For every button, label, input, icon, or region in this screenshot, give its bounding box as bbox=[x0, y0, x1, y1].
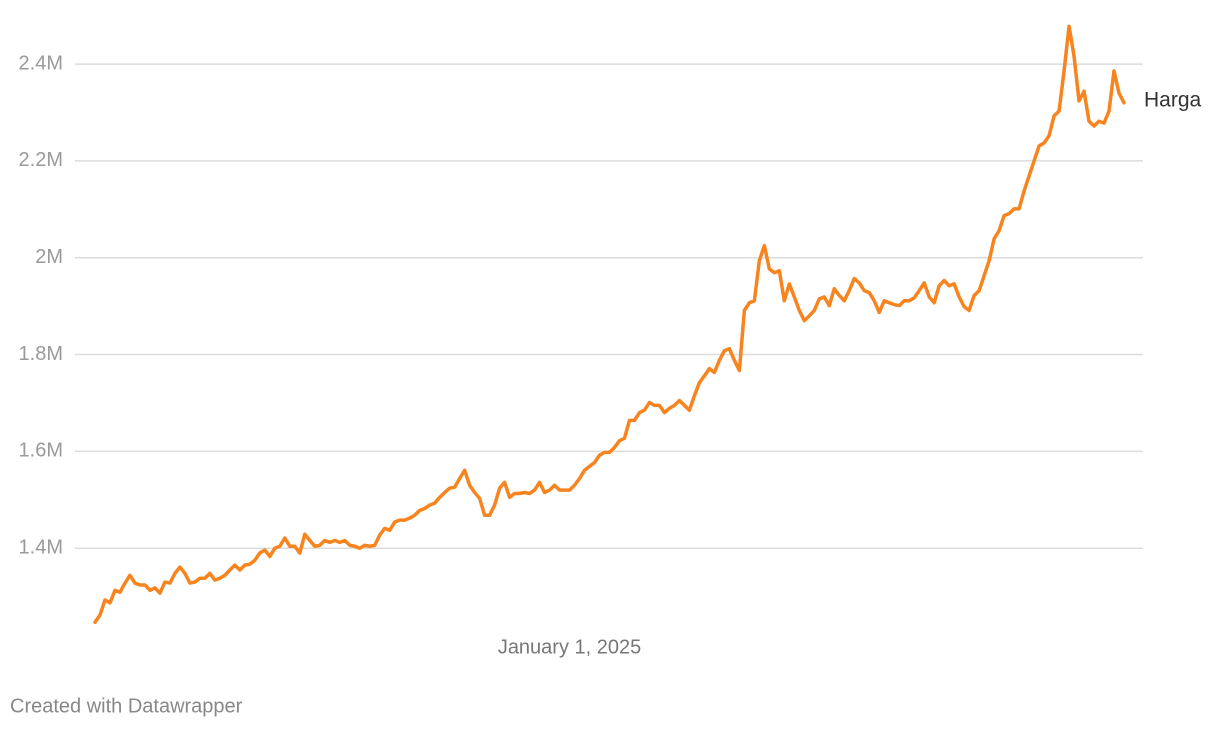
y-tick-label: 1.4M bbox=[19, 536, 63, 558]
y-tick-label: 2.4M bbox=[19, 52, 63, 74]
credit: Created with Datawrapper bbox=[10, 695, 243, 717]
y-tick-label: 2M bbox=[35, 246, 63, 268]
y-tick-label: 2.2M bbox=[19, 149, 63, 171]
y-tick-label: 1.6M bbox=[19, 440, 63, 462]
series-label: Harga bbox=[1144, 88, 1202, 111]
line bbox=[93, 24, 1126, 625]
y-tick-label: 1.8M bbox=[19, 343, 63, 365]
x-tick-label: January 1, 2025 bbox=[498, 636, 641, 658]
